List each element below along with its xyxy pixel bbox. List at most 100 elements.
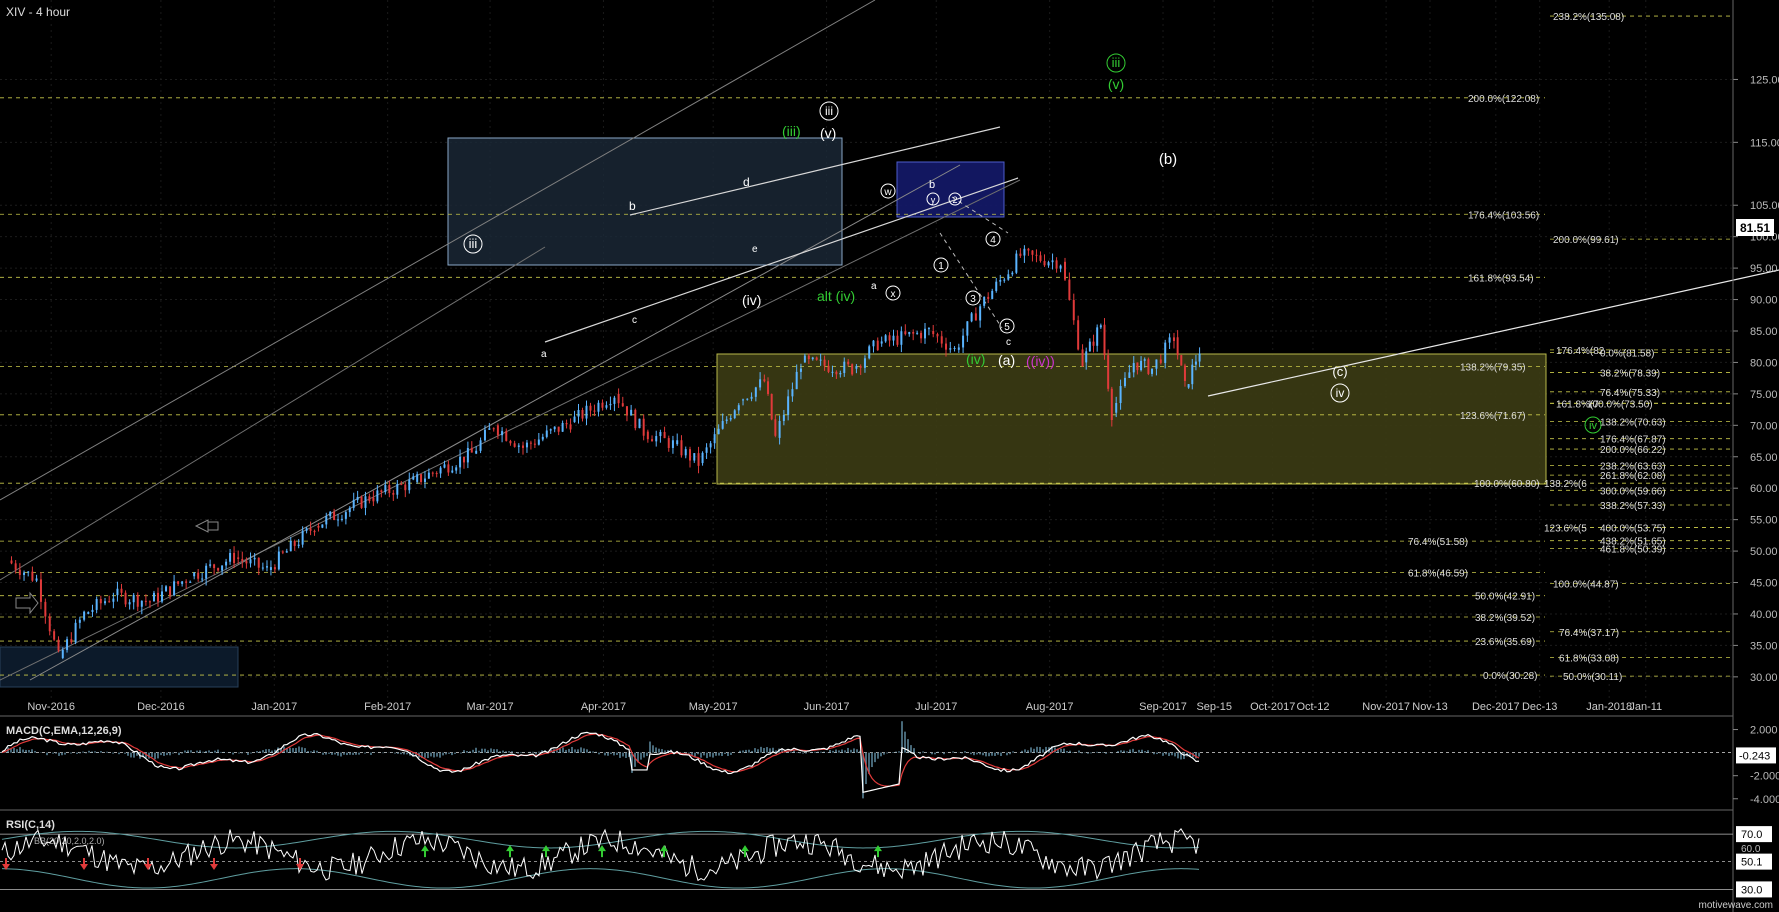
dashed-path-1	[939, 232, 1003, 329]
candle-body	[91, 609, 94, 613]
price-candles	[10, 245, 1201, 660]
candle-body	[221, 565, 224, 571]
candle-body	[684, 449, 687, 456]
lower-left-box	[0, 646, 239, 688]
macd-series	[0, 721, 1733, 799]
candle-body	[173, 581, 176, 596]
candle-body	[1096, 327, 1099, 346]
candle-body	[439, 467, 442, 474]
candle-body	[872, 340, 875, 347]
candle-body	[737, 405, 740, 411]
candle-body	[364, 496, 367, 508]
candle-body	[778, 420, 781, 438]
fib-label-left: 38.2%(39.52)	[1475, 613, 1535, 624]
candle-body	[638, 418, 641, 429]
wave-label-iii-green-top: iii	[1112, 55, 1121, 70]
candle-body	[831, 371, 834, 373]
x-tick-label: Jan-2018	[1586, 701, 1632, 713]
candle-body	[974, 313, 977, 321]
wave-label-w-ring	[880, 183, 896, 199]
candle-body	[529, 442, 532, 444]
candle-body	[1011, 272, 1014, 275]
candle-body	[337, 519, 340, 521]
fib-label-right: 176.4%(67.87)	[1600, 435, 1666, 446]
wave-label-w: w	[883, 187, 892, 198]
fib-label-right: 400.0%(53.75)	[1600, 524, 1666, 535]
candle-body	[815, 357, 818, 360]
candle-body	[1119, 386, 1122, 404]
rsi-buy-arrow-icon	[598, 845, 606, 858]
candle-body	[404, 484, 407, 491]
fib-label-right: 438.2%(51.65)	[1600, 537, 1666, 548]
candle-body	[462, 456, 465, 463]
y-tick-label: 60.00	[1750, 483, 1778, 495]
candle-body	[225, 561, 228, 566]
candle-body	[1128, 372, 1131, 378]
candle-body	[1059, 265, 1062, 269]
wedge-upper-line	[629, 126, 1001, 216]
candle-body	[940, 336, 943, 344]
chart-title: XIV - 4 hour	[6, 5, 70, 19]
candle-body	[455, 467, 458, 471]
candle-body	[99, 599, 102, 604]
candle-body	[651, 439, 654, 442]
candle-body	[39, 579, 42, 602]
candle-body	[565, 422, 568, 425]
candle-body	[999, 280, 1002, 282]
candle-body	[601, 402, 604, 408]
rsi-tick-label: 30.0	[1741, 884, 1762, 896]
candle-body	[293, 541, 296, 546]
price-y-axis: 125.00115.00105.00100.0095.0090.0085.008…	[1733, 74, 1779, 684]
candle-body	[249, 559, 252, 564]
candle-body	[1183, 365, 1186, 381]
candle-body	[408, 479, 411, 491]
candle-body	[136, 595, 139, 607]
candle-body	[384, 484, 387, 493]
wave-label-iv-green: (iv)	[966, 351, 985, 367]
candle-body	[924, 328, 927, 339]
wave-labels: iii b d c e a (iv) alt (iv) a (iii) iii …	[15, 53, 1602, 615]
candle-body	[372, 497, 375, 502]
candle-body	[787, 396, 790, 415]
candle-body	[525, 442, 528, 448]
wave-label-4: 4	[990, 235, 996, 246]
wave-label-iii-top-ring	[819, 101, 839, 121]
candle-body	[953, 348, 956, 350]
fib-label-right: 176.4%(82	[1556, 346, 1605, 357]
wave-label-iii-circled: iii	[469, 236, 478, 251]
candle-body	[912, 331, 915, 334]
candle-body	[609, 403, 612, 406]
x-tick-label: Nov-2016	[27, 701, 75, 713]
candle-body	[617, 393, 620, 404]
y-tick-label: 30.00	[1750, 672, 1778, 684]
candle-body	[1168, 337, 1171, 343]
rsi-tick-box	[1736, 853, 1772, 870]
rsi-buy-arrow-icon	[506, 845, 514, 858]
candle-body	[634, 409, 637, 429]
candle-body	[356, 496, 359, 500]
macd-signal-line	[1, 733, 1200, 787]
candle-body	[70, 639, 73, 643]
candle-body	[23, 572, 26, 575]
candle-body	[646, 431, 649, 440]
rsi-y-axis: 70.0 50.1 30.0 60.0	[1736, 826, 1772, 898]
candle-body	[27, 571, 30, 573]
candle-body	[66, 639, 69, 650]
candle-body	[217, 568, 220, 571]
candle-body	[621, 403, 624, 407]
candle-body	[108, 601, 111, 603]
candle-body	[561, 422, 564, 432]
rsi-tick-label: 50.1	[1741, 857, 1762, 869]
candle-body	[1176, 337, 1179, 356]
wave-label-b: b	[629, 199, 636, 213]
candle-body	[1031, 250, 1034, 255]
candle-body	[245, 561, 248, 564]
candle-body	[140, 600, 143, 607]
candle-body	[289, 541, 292, 552]
y-tick-label: 125.00	[1750, 74, 1779, 86]
candle-body	[396, 483, 399, 495]
x-tick-label: Jul-2017	[915, 701, 957, 713]
candle-body	[803, 355, 806, 363]
candle-body	[340, 518, 343, 520]
wave-label-v-top: (v)	[820, 125, 836, 141]
